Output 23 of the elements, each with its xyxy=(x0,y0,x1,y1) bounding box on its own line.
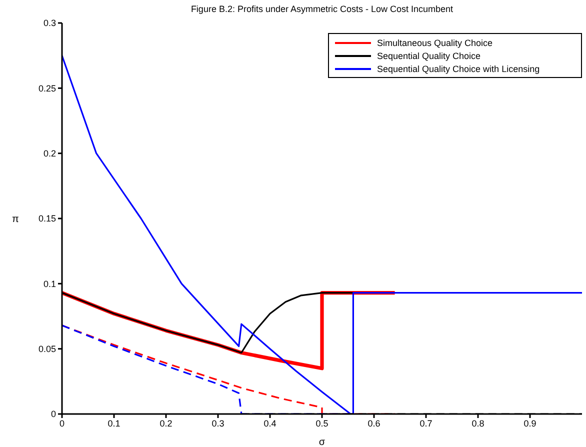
legend-label: Simultaneous Quality Choice xyxy=(377,38,493,48)
x-tick-label: 0.5 xyxy=(316,418,328,428)
y-tick-label: 0.15 xyxy=(38,214,56,224)
y-tick-label: 0 xyxy=(50,409,56,420)
x-tick-label: 0.6 xyxy=(368,418,380,428)
y-axis-title: π xyxy=(12,214,19,226)
x-tick-label: 0.3 xyxy=(212,418,224,428)
x-tick-label: 0.7 xyxy=(420,418,432,428)
x-tick-label: 0.8 xyxy=(472,418,484,428)
y-tick-label: 0.3 xyxy=(43,18,56,28)
x-axis-title: σ xyxy=(318,437,326,447)
y-tick-label: 0.2 xyxy=(43,148,56,159)
y-tick-label: 0.1 xyxy=(43,278,56,289)
x-tick-label: 0 xyxy=(59,418,65,428)
y-tick-label: 0.25 xyxy=(38,83,56,94)
x-tick-label: 0.4 xyxy=(264,418,276,428)
x-tick-label: 0.1 xyxy=(108,418,120,428)
x-tick-label: 0.9 xyxy=(524,418,536,428)
chart-title: Figure B.2: Profits under Asymmetric Costs - Low Cost Incumbent xyxy=(190,4,454,14)
legend-label: Sequential Quality Choice xyxy=(377,50,481,60)
y-tick-label: 0.05 xyxy=(38,344,56,354)
legend-label: Sequential Quality Choice with Licensing xyxy=(377,64,540,74)
x-tick-label: 0.2 xyxy=(160,418,172,428)
